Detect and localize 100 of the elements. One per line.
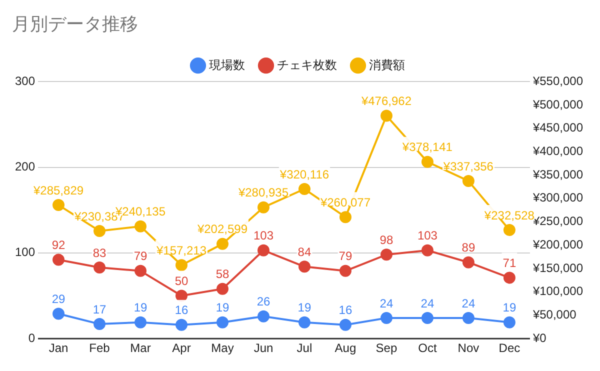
x-tick-label: Jun — [254, 341, 274, 356]
legend-label: チェキ枚数 — [277, 58, 337, 72]
legend-label: 現場数 — [209, 58, 245, 72]
data-label: 24 — [420, 296, 434, 310]
data-label: ¥378,141 — [401, 140, 453, 154]
data-label: 92 — [52, 238, 66, 252]
point — [462, 312, 474, 324]
y2-tick-label: ¥350,000 — [532, 167, 584, 182]
point — [52, 254, 65, 266]
y2-tick-label: ¥400,000 — [532, 144, 584, 158]
y-tick-label: 0 — [28, 330, 36, 345]
chart-title: 月別データ推移 — [12, 14, 138, 34]
point — [134, 316, 147, 328]
data-label: 16 — [338, 303, 352, 318]
point — [503, 272, 516, 284]
data-label: ¥232,528 — [483, 208, 535, 222]
data-label: 19 — [134, 300, 148, 315]
x-tick-label: Jul — [296, 341, 312, 356]
point — [176, 318, 188, 331]
data-label: 103 — [253, 228, 274, 243]
point — [216, 282, 228, 295]
x-tick-label: Jan — [48, 341, 68, 356]
point — [462, 174, 474, 187]
point — [380, 110, 392, 122]
point — [462, 256, 474, 268]
data-label: ¥476,962 — [360, 94, 412, 108]
point — [257, 201, 270, 214]
y2-tick-label: ¥0 — [532, 330, 547, 345]
point — [298, 183, 310, 196]
data-label: 103 — [417, 228, 438, 243]
y2-tick-label: ¥500,000 — [532, 97, 584, 112]
point — [94, 318, 106, 330]
y2-tick-label: ¥300,000 — [532, 190, 584, 205]
data-label: 17 — [92, 302, 107, 316]
point — [421, 156, 434, 168]
point — [298, 260, 310, 273]
data-label: 19 — [216, 300, 230, 315]
point — [257, 244, 270, 256]
data-label: 98 — [380, 232, 394, 247]
x-tick-label: Feb — [89, 341, 110, 356]
data-label: 79 — [134, 249, 148, 264]
data-label: 89 — [462, 240, 476, 255]
data-label: 24 — [462, 296, 476, 310]
point — [339, 264, 352, 277]
point — [298, 316, 310, 328]
point — [503, 316, 516, 328]
data-label: ¥157,213 — [155, 243, 207, 258]
data-label: 84 — [298, 244, 312, 259]
data-label: 71 — [502, 256, 516, 270]
data-label: ¥202,599 — [196, 222, 248, 236]
data-label: 16 — [174, 303, 188, 318]
data-label: 26 — [256, 294, 270, 309]
point — [94, 261, 106, 274]
point — [216, 238, 228, 250]
data-label: 19 — [502, 300, 516, 315]
x-tick-label: Nov — [458, 341, 480, 356]
point — [503, 224, 516, 236]
data-label: ¥285,829 — [32, 183, 84, 198]
point — [134, 264, 147, 277]
x-tick-label: Sep — [376, 341, 398, 356]
point — [176, 259, 188, 272]
x-tick-label: Aug — [334, 341, 356, 356]
point — [421, 244, 434, 256]
y2-tick-label: ¥200,000 — [532, 237, 584, 252]
data-label: 29 — [52, 292, 66, 306]
data-label: 19 — [298, 300, 312, 315]
data-label: 58 — [216, 267, 230, 282]
point — [380, 248, 392, 261]
legend-label: 消費額 — [369, 58, 405, 72]
y-tick-label: 100 — [14, 245, 36, 260]
x-tick-label: Mar — [130, 341, 151, 356]
point — [339, 318, 352, 331]
data-label: ¥337,356 — [442, 159, 494, 174]
point — [94, 224, 106, 237]
y2-tick-label: ¥450,000 — [532, 120, 584, 135]
data-label: 79 — [338, 249, 352, 264]
point — [380, 312, 392, 324]
point — [52, 308, 65, 320]
y-tick-label: 300 — [14, 74, 36, 88]
y2-tick-label: ¥50,000 — [532, 308, 577, 322]
x-tick-label: Apr — [172, 341, 191, 356]
point — [176, 290, 188, 302]
y2-tick-label: ¥550,000 — [532, 74, 584, 88]
point — [421, 312, 434, 324]
x-tick-label: Oct — [418, 341, 438, 356]
data-label: 50 — [174, 274, 188, 288]
point — [134, 220, 147, 232]
x-tick-label: Dec — [498, 341, 520, 356]
data-label: 24 — [380, 296, 394, 310]
y2-tick-label: ¥150,000 — [532, 260, 584, 275]
point — [216, 316, 228, 328]
point — [52, 199, 65, 212]
data-label: ¥260,077 — [319, 195, 371, 210]
point — [339, 211, 352, 224]
data-label: ¥320,116 — [278, 167, 330, 182]
y2-tick-label: ¥100,000 — [532, 284, 584, 298]
data-label: 83 — [92, 246, 107, 260]
y-tick-label: 200 — [14, 160, 36, 174]
point — [257, 310, 270, 322]
x-tick-label: May — [211, 341, 234, 356]
